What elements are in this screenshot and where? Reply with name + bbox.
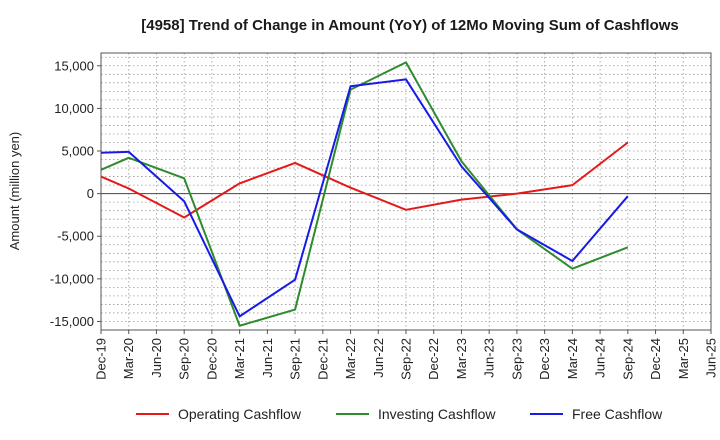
x-tick-label: Sep-22 bbox=[399, 338, 414, 380]
x-tick-label: Jun-22 bbox=[371, 338, 386, 378]
x-tick-label: Sep-23 bbox=[509, 338, 524, 380]
x-tick-label: Mar-25 bbox=[676, 338, 691, 379]
x-tick-label: Mar-21 bbox=[232, 338, 247, 379]
x-tick-label: Sep-20 bbox=[177, 338, 192, 380]
x-tick-label: Jun-25 bbox=[704, 338, 719, 378]
x-tick-label: Mar-20 bbox=[121, 338, 136, 379]
x-tick-label: Mar-22 bbox=[343, 338, 358, 379]
x-tick-label: Dec-19 bbox=[94, 338, 109, 380]
free-cashflow-line bbox=[100, 78, 629, 318]
plot-frame bbox=[100, 52, 712, 331]
legend-label-operating-cashflow: Operating Cashflow bbox=[178, 406, 302, 422]
y-tick-label: -5,000 bbox=[57, 229, 94, 244]
x-tick-label: Mar-24 bbox=[565, 338, 580, 379]
legend: Operating Cashflow Investing Cashflow Free… bbox=[136, 406, 663, 422]
legend-label-free-cashflow: Free Cashflow bbox=[572, 406, 663, 422]
chart-title: [4958] Trend of Change in Amount (YoY) o… bbox=[141, 17, 679, 34]
x-tick-label: Jun-24 bbox=[593, 338, 608, 378]
grid-lines bbox=[100, 53, 712, 331]
x-tick-label: Jun-23 bbox=[482, 338, 497, 378]
x-tick-label: Sep-24 bbox=[620, 338, 635, 380]
operating-cashflow-line bbox=[100, 141, 629, 219]
x-tick-label: Jun-21 bbox=[260, 338, 275, 378]
x-axis: Dec-19 Mar-20 Jun-20 Sep-20 Dec-20 Mar-21 Jun-… bbox=[94, 330, 719, 380]
y-tick-label: 5,000 bbox=[61, 144, 94, 159]
x-tick-label: Jun-20 bbox=[149, 338, 164, 378]
legend-label-investing-cashflow: Investing Cashflow bbox=[378, 406, 496, 422]
series-layer bbox=[100, 61, 629, 327]
x-tick-label: Mar-23 bbox=[454, 338, 469, 379]
y-axis-title: Amount (million yen) bbox=[7, 132, 22, 251]
x-tick-label: Dec-24 bbox=[648, 338, 663, 380]
x-tick-label: Dec-23 bbox=[537, 338, 552, 380]
x-tick-label: Dec-22 bbox=[426, 338, 441, 380]
y-tick-label: -15,000 bbox=[50, 314, 94, 329]
x-tick-label: Sep-21 bbox=[288, 338, 303, 380]
x-tick-label: Dec-20 bbox=[204, 338, 219, 380]
y-tick-label: 0 bbox=[87, 186, 94, 201]
y-tick-label: 10,000 bbox=[54, 101, 94, 116]
y-tick-label: 15,000 bbox=[54, 58, 94, 73]
y-axis: -15,000 -10,000 -5,000 0 5,000 10,000 15,000 bbox=[50, 58, 101, 329]
x-tick-label: Dec-21 bbox=[315, 338, 330, 380]
y-tick-label: -10,000 bbox=[50, 271, 94, 286]
